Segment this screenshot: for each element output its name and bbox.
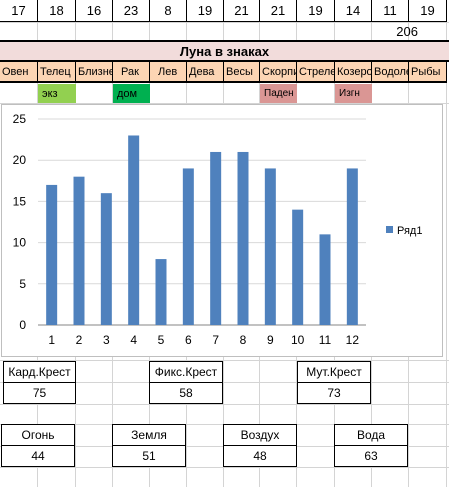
top-numbers-row: 17 18 16 23 8 19 21 21 19 14 11 19 xyxy=(0,0,449,22)
mutable-cross-label: Мут.Крест xyxy=(297,361,371,383)
top-number-cell[interactable]: 19 xyxy=(409,0,447,22)
y-tick-label: 20 xyxy=(13,153,27,167)
water-value[interactable]: 63 xyxy=(334,446,408,467)
sign-cell[interactable]: Водолей xyxy=(372,62,409,83)
bar xyxy=(155,259,167,325)
x-tick-label: 4 xyxy=(130,333,137,347)
bar xyxy=(182,168,194,325)
earth-label: Земля xyxy=(112,424,186,446)
exalt-tag[interactable]: экз xyxy=(38,84,76,103)
top-number-cell[interactable]: 17 xyxy=(0,0,38,22)
bar xyxy=(237,151,249,325)
y-tick-label: 15 xyxy=(13,194,27,208)
title-bar: Луна в знаках xyxy=(0,40,449,62)
cardinal-cross-label: Кард.Крест xyxy=(3,361,76,383)
x-tick-label: 11 xyxy=(319,333,332,347)
top-number-cell[interactable]: 16 xyxy=(76,0,113,22)
top-number-cell[interactable]: 8 xyxy=(150,0,187,22)
top-number-cell[interactable]: 21 xyxy=(260,0,297,22)
sign-cell[interactable]: Весы xyxy=(224,62,260,83)
legend-label: Ряд1 xyxy=(397,225,422,237)
cardinal-cross-value[interactable]: 75 xyxy=(3,383,76,404)
fall-tag[interactable]: Паден xyxy=(260,84,297,103)
air-label: Воздух xyxy=(223,424,297,446)
top-number-cell[interactable]: 18 xyxy=(38,0,76,22)
mutable-cross-value[interactable]: 73 xyxy=(297,383,371,404)
y-tick-label: 0 xyxy=(19,318,26,332)
x-tick-label: 6 xyxy=(185,333,192,347)
top-number-cell[interactable]: 19 xyxy=(187,0,224,22)
fixed-cross-label: Фикс.Крест xyxy=(149,361,223,383)
bar xyxy=(100,193,112,325)
top-number-cell[interactable]: 21 xyxy=(224,0,260,22)
water-label: Вода xyxy=(334,424,408,446)
top-number-cell[interactable]: 11 xyxy=(372,0,409,22)
earth-value[interactable]: 51 xyxy=(112,446,186,467)
legend-swatch xyxy=(386,226,393,233)
bar xyxy=(46,184,58,325)
sign-cell[interactable]: Лев xyxy=(150,62,187,83)
x-tick-label: 5 xyxy=(158,333,165,347)
y-tick-label: 10 xyxy=(13,236,27,250)
fire-value[interactable]: 44 xyxy=(1,446,75,467)
bar xyxy=(319,234,331,325)
sign-cell[interactable]: Дева xyxy=(187,62,224,83)
sheet-title: Луна в знаках xyxy=(179,43,270,59)
home-tag[interactable]: дом xyxy=(113,84,150,103)
fixed-cross-value[interactable]: 58 xyxy=(149,383,223,404)
sign-cell[interactable]: Близнецы xyxy=(76,62,113,83)
bar xyxy=(210,151,222,325)
y-tick-label: 25 xyxy=(13,112,27,126)
exile-tag[interactable]: Изгн xyxy=(335,84,372,103)
sign-cell[interactable]: Рак xyxy=(113,62,150,83)
bar xyxy=(128,135,140,325)
bar xyxy=(264,168,276,325)
x-tick-label: 12 xyxy=(346,333,360,347)
top-number-cell[interactable]: 14 xyxy=(335,0,372,22)
x-tick-label: 8 xyxy=(240,333,247,347)
top-number-cell[interactable]: 19 xyxy=(297,0,335,22)
sign-cell[interactable]: Скорпион xyxy=(260,62,297,83)
bar-chart[interactable]: 0 5 10 15 20 25 1 2 3 4 5 6 7 8 9 10 11 12 Ряд1 xyxy=(1,104,443,357)
air-value[interactable]: 48 xyxy=(223,446,297,467)
total-cell[interactable]: 206 xyxy=(396,23,418,39)
sign-cell[interactable]: Стрелец xyxy=(297,62,335,83)
x-tick-label: 7 xyxy=(212,333,219,347)
x-tick-label: 1 xyxy=(48,333,55,347)
sign-cell[interactable]: Козерог xyxy=(335,62,372,83)
top-number-cell[interactable]: 23 xyxy=(113,0,150,22)
bar xyxy=(292,209,304,325)
x-tick-label: 2 xyxy=(76,333,83,347)
x-tick-label: 9 xyxy=(267,333,274,347)
y-tick-label: 5 xyxy=(19,277,26,291)
x-tick-label: 3 xyxy=(103,333,110,347)
sign-cell[interactable]: Телец xyxy=(38,62,76,83)
bar xyxy=(73,176,85,325)
sign-cell[interactable]: Овен xyxy=(0,62,38,83)
sign-cell[interactable]: Рыбы xyxy=(409,62,447,83)
bar xyxy=(346,168,358,325)
fire-label: Огонь xyxy=(1,424,75,446)
x-tick-label: 10 xyxy=(291,333,305,347)
